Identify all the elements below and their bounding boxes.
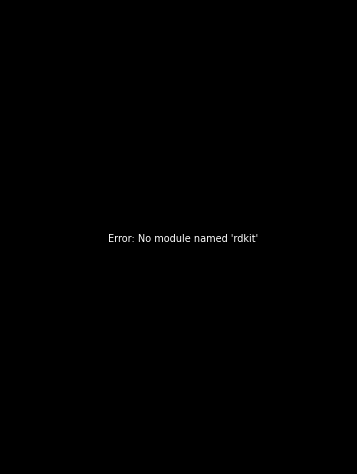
Text: Error: No module named 'rdkit': Error: No module named 'rdkit' <box>108 234 258 245</box>
